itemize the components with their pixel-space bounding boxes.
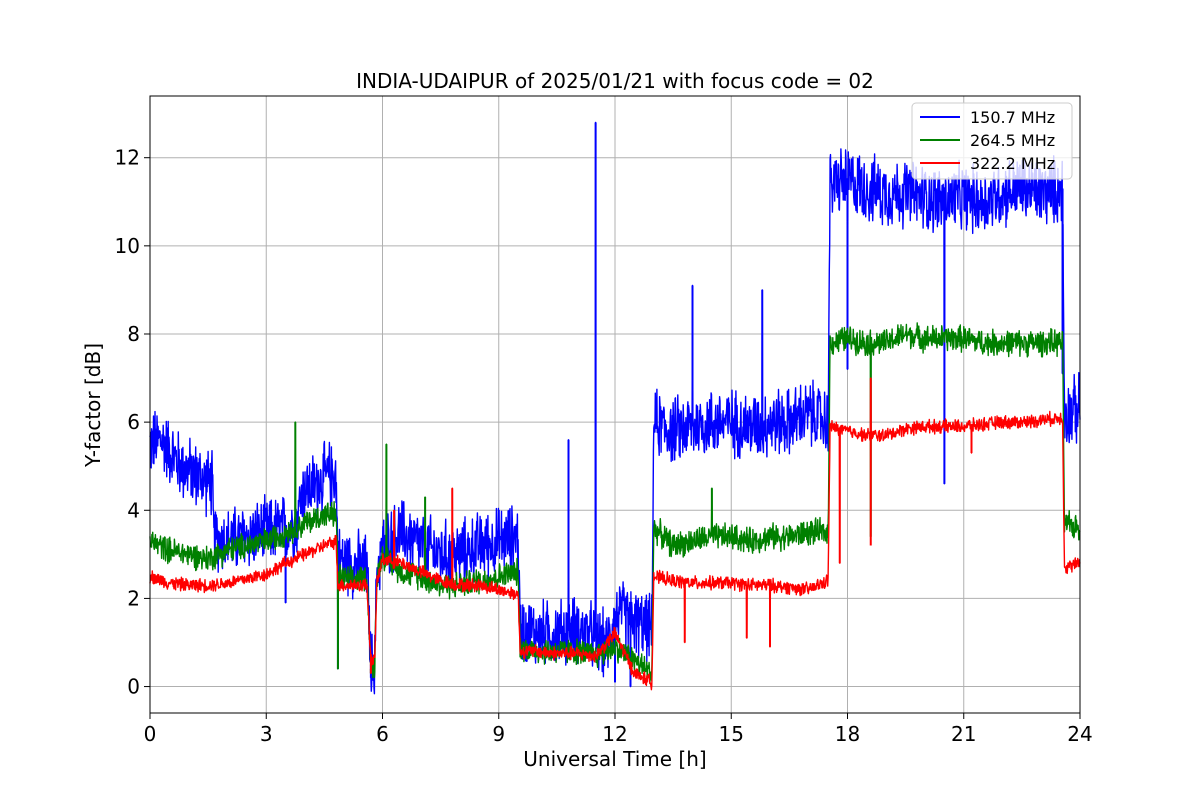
- y-tick-label: 12: [115, 146, 140, 170]
- series-line: [149, 322, 1081, 685]
- chart-title: INDIA-UDAIPUR of 2025/01/21 with focus c…: [356, 69, 874, 93]
- legend-box: [911, 102, 1073, 180]
- x-axis-title: Universal Time [h]: [523, 747, 706, 771]
- legend-label: 150.7 MHz: [970, 108, 1055, 127]
- x-tick-label: 15: [719, 722, 744, 746]
- y-tick-label: 4: [127, 498, 140, 522]
- x-tick-label: 9: [492, 722, 505, 746]
- x-tick-label: 18: [835, 722, 860, 746]
- y-axis-title: Y-factor [dB]: [81, 343, 105, 468]
- x-tick-label: 6: [376, 722, 389, 746]
- series-layer: [149, 121, 1081, 695]
- y-tick-label: 8: [127, 322, 140, 346]
- y-tick-label: 0: [127, 675, 140, 699]
- legend-label: 322.2 MHz: [970, 154, 1055, 173]
- series-line: [149, 377, 1081, 691]
- x-tick-label: 24: [1067, 722, 1092, 746]
- y-tick-label: 2: [127, 586, 140, 610]
- x-tick-label: 12: [602, 722, 627, 746]
- y-tick-label: 10: [115, 234, 140, 258]
- legend: 150.7 MHz 264.5 MHz 322.2 MHz: [911, 102, 1073, 180]
- x-tick-label: 3: [260, 722, 273, 746]
- series-322-2-mhz: [149, 377, 1081, 691]
- y-tick-label: 6: [127, 410, 140, 434]
- x-tick-label: 0: [144, 722, 157, 746]
- x-tick-label: 21: [951, 722, 976, 746]
- legend-label: 264.5 MHz: [970, 131, 1055, 150]
